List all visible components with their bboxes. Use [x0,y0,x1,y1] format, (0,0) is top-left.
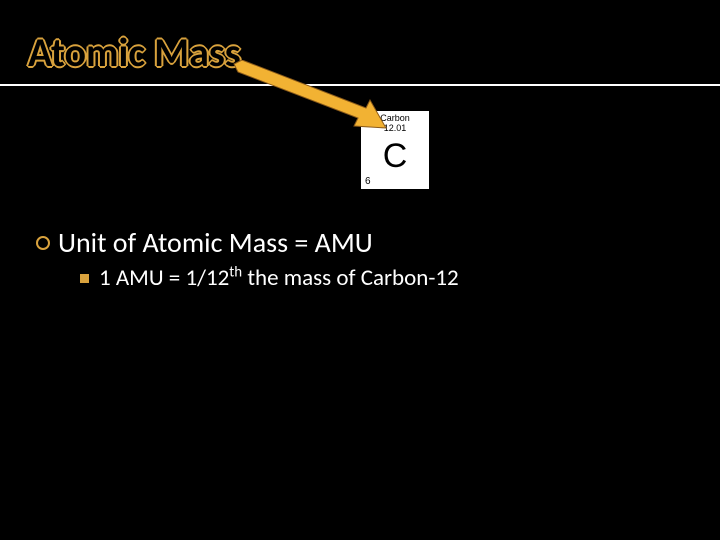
element-symbol: C [361,137,429,176]
bullet-sub: 1 AMU = 1/12th the mass of Carbon-12 [80,264,459,292]
bullet-circle-icon [36,236,50,250]
bullet-square-icon [80,274,89,283]
slide-title: Atomic Mass [28,28,241,77]
element-number: 6 [365,176,371,187]
bullet-sub-prefix: 1 AMU = 1/12 [99,264,229,292]
bullet-sub-suffix: the mass of Carbon-12 [242,264,459,292]
bullet-sub-text: 1 AMU = 1/12th the mass of Carbon-12 [99,264,459,292]
bullet-sub-sup: th [229,263,242,281]
bullet-main-text: Unit of Atomic Mass = AMU [58,225,373,260]
bullet-main: Unit of Atomic Mass = AMU [36,225,373,260]
arrow-icon [232,60,392,140]
